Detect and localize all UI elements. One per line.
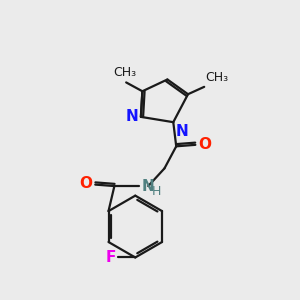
Text: F: F — [105, 250, 116, 265]
Text: O: O — [79, 176, 92, 190]
Text: N: N — [176, 124, 188, 139]
Text: N: N — [126, 110, 139, 124]
Text: CH₃: CH₃ — [206, 71, 229, 84]
Text: CH₃: CH₃ — [113, 66, 136, 79]
Text: O: O — [198, 137, 211, 152]
Text: N: N — [142, 178, 155, 194]
Text: H: H — [152, 185, 161, 198]
